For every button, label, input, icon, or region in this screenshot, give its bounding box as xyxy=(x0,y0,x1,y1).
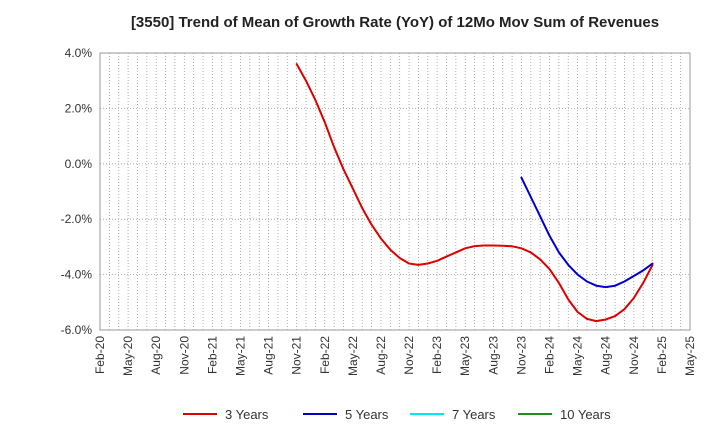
y-tick-label: -4.0% xyxy=(61,268,93,282)
x-tick-label: May-24 xyxy=(571,336,585,376)
y-tick-label: -2.0% xyxy=(61,212,93,226)
series-line xyxy=(295,63,654,323)
x-tick-label: Aug-24 xyxy=(599,336,613,375)
x-tick-label: Nov-23 xyxy=(514,336,528,375)
x-tick-label: May-20 xyxy=(121,336,135,376)
x-tick-label: Aug-20 xyxy=(149,336,163,375)
x-tick-label: Feb-20 xyxy=(93,336,107,374)
y-tick-label: 4.0% xyxy=(65,46,93,60)
x-tick-label: May-21 xyxy=(233,336,247,376)
x-tick-label: Aug-22 xyxy=(374,336,388,375)
legend-label: 7 Years xyxy=(452,407,496,422)
grid-layer xyxy=(99,52,691,331)
axis-layer: 4.0% 2.0% 0.0% -2.0% -4.0% -6.0%Feb-20 May-20 A… xyxy=(61,46,697,376)
x-tick-label: Feb-23 xyxy=(430,336,444,374)
series-line xyxy=(520,176,654,289)
plot-area xyxy=(99,52,691,331)
x-tick-label: May-25 xyxy=(683,336,697,376)
x-tick-label: Feb-22 xyxy=(318,336,332,374)
legend-label: 10 Years xyxy=(560,407,611,422)
x-tick-label: Feb-25 xyxy=(655,336,669,374)
x-tick-label: Nov-21 xyxy=(290,336,304,375)
chart-title: [3550] Trend of Mean of Growth Rate (YoY… xyxy=(130,14,660,31)
y-tick-label: 2.0% xyxy=(65,101,93,115)
x-tick-label: Aug-21 xyxy=(262,336,276,375)
y-tick-label: 0.0% xyxy=(65,157,93,171)
y-tick-label: -6.0% xyxy=(61,323,93,337)
x-tick-label: Feb-21 xyxy=(205,336,219,374)
legend-layer: 3 Years 5 Years 7 Years 10 Years xyxy=(183,407,611,422)
series-layer xyxy=(295,63,654,323)
legend-label: 5 Years xyxy=(345,407,389,422)
x-tick-label: Nov-22 xyxy=(402,336,416,375)
x-tick-label: May-23 xyxy=(458,336,472,376)
x-tick-label: Nov-24 xyxy=(627,336,641,375)
x-tick-label: May-22 xyxy=(346,336,360,376)
x-tick-label: Nov-20 xyxy=(177,336,191,375)
x-tick-label: Aug-23 xyxy=(486,336,500,375)
x-tick-label: Feb-24 xyxy=(543,336,557,374)
legend-label: 3 Years xyxy=(225,407,269,422)
